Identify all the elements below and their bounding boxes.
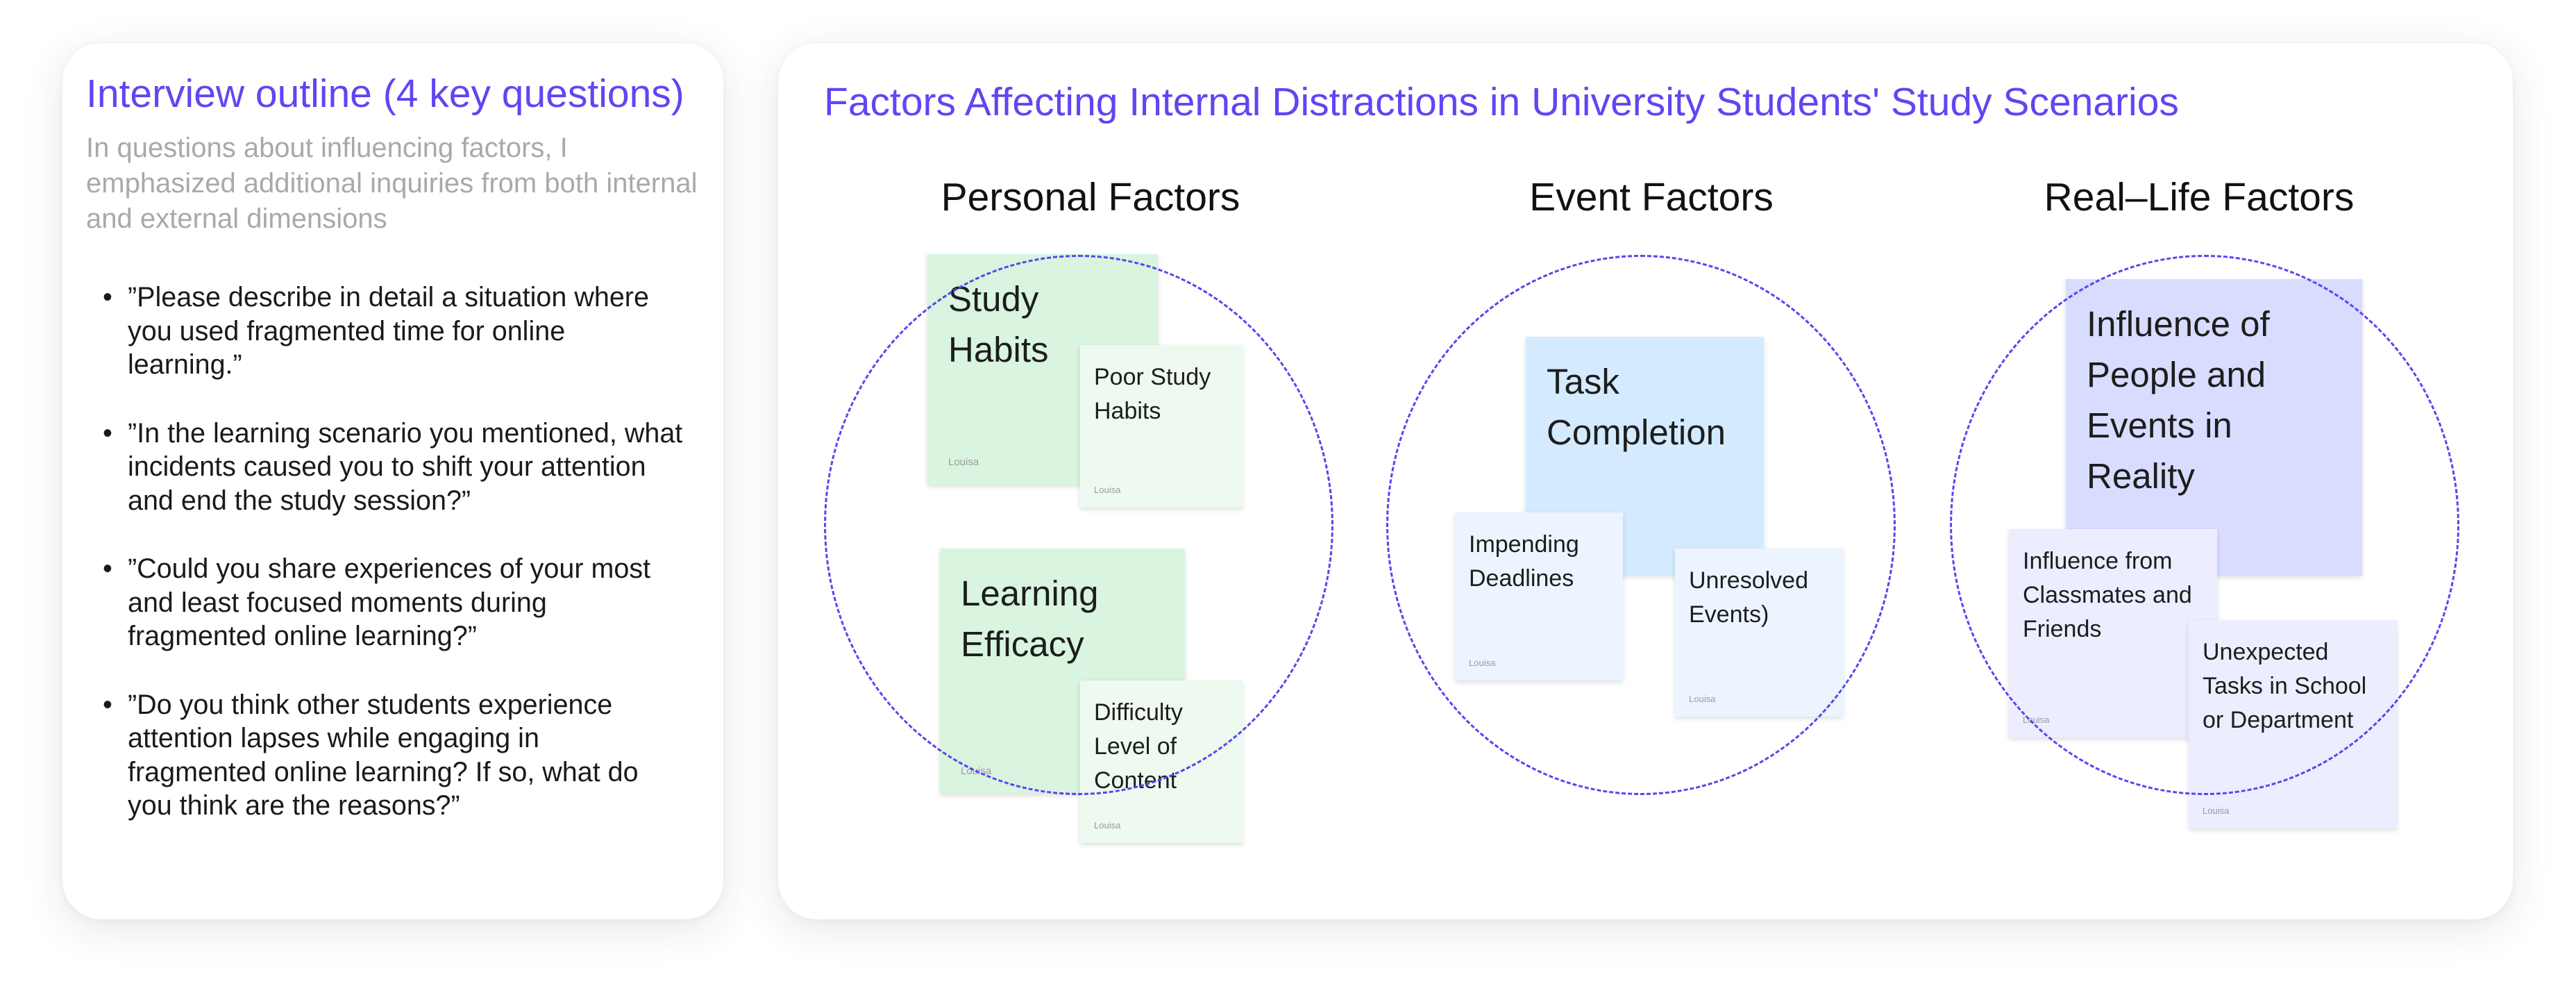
question-text: ”Do you think other students experience …: [128, 689, 639, 821]
bullet-icon: •: [103, 282, 112, 312]
interview-outline-card: Interview outline (4 key questions) In q…: [62, 43, 723, 919]
question-item: • ”Do you think other students experienc…: [86, 688, 683, 823]
question-item: • ”Please describe in detail a situation…: [86, 281, 683, 382]
question-text: ”Could you share experiences of your mos…: [128, 553, 651, 651]
real-life-factors-dashed-circle: [1950, 255, 2459, 795]
interview-outline-title: Interview outline (4 key questions): [86, 72, 684, 116]
question-item: • ”Could you share experiences of your m…: [86, 552, 683, 653]
personal-factors-heading: Personal Factors: [941, 175, 1240, 219]
bullet-icon: •: [103, 689, 112, 720]
note-author: Louisa: [2203, 805, 2230, 816]
factors-board-card: Factors Affecting Internal Distractions …: [778, 43, 2513, 919]
event-factors-heading: Event Factors: [1529, 175, 1774, 219]
question-list: • ”Please describe in detail a situation…: [86, 281, 683, 858]
event-factors-dashed-circle: [1386, 255, 1896, 795]
real-life-factors-heading: Real–Life Factors: [2044, 175, 2355, 219]
personal-factors-dashed-circle: [824, 255, 1333, 795]
interview-outline-subtitle: In questions about influencing factors, …: [86, 133, 698, 234]
note-author: Louisa: [1094, 820, 1121, 830]
factors-board-title: Factors Affecting Internal Distractions …: [824, 80, 2179, 124]
question-text: ”Please describe in detail a situation w…: [128, 282, 649, 380]
bullet-icon: •: [103, 417, 112, 449]
bullet-icon: •: [103, 553, 112, 584]
question-text: ”In the learning scenario you mentioned,…: [128, 417, 683, 516]
question-item: • ”In the learning scenario you mentione…: [86, 417, 683, 518]
